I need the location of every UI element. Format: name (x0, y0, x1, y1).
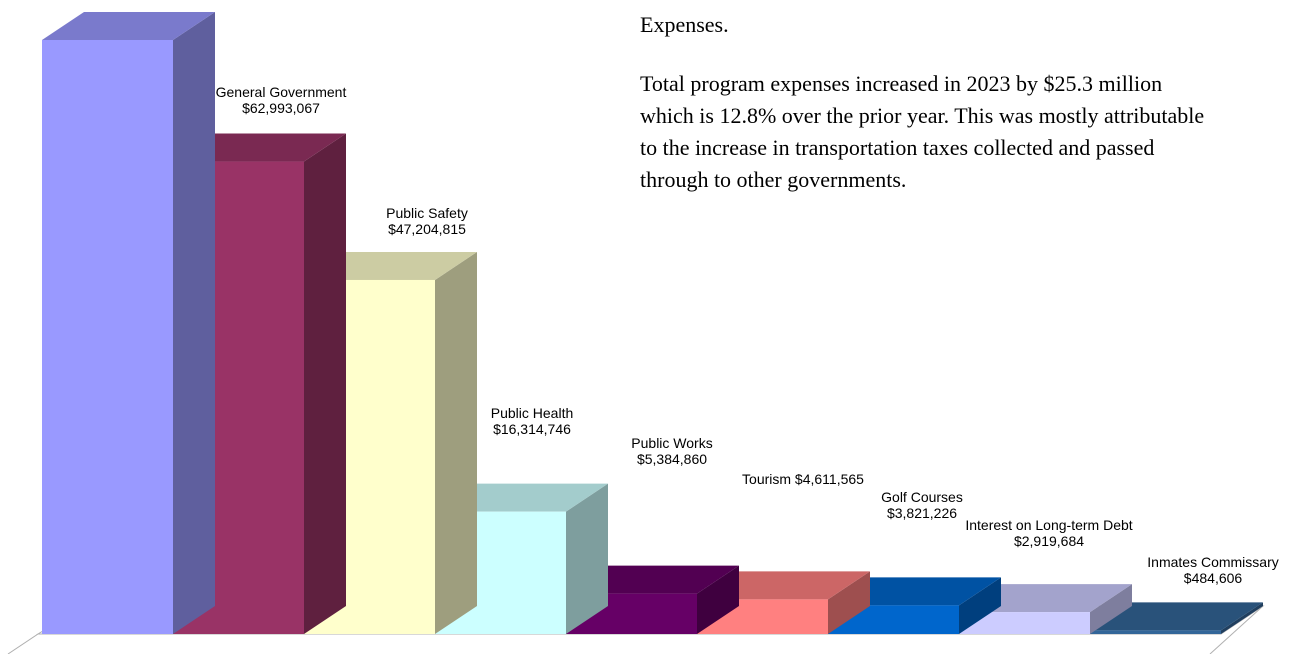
label-category: Public Works (631, 435, 712, 451)
floor-edge-right (1209, 605, 1264, 654)
bar-top (435, 483, 608, 512)
label-value: $62,993,067 (242, 100, 320, 116)
bar-top (42, 12, 215, 40)
bar-side (435, 251, 477, 635)
bar-front (42, 40, 173, 634)
bar-side (173, 12, 215, 634)
label-category: Public Health (491, 405, 574, 421)
bar-first (42, 12, 215, 634)
section-paragraph: Total program expenses increased in 2023… (640, 71, 1205, 192)
label-value: $3,821,226 (887, 505, 957, 521)
bar-side (304, 133, 346, 634)
bar-top (173, 133, 346, 162)
label-category: General Government (216, 84, 347, 100)
label-value: $16,314,746 (493, 421, 571, 437)
label-value: $484,606 (1184, 570, 1243, 586)
label-category: Interest on Long-term Debt (965, 517, 1132, 533)
bar-side (1221, 602, 1263, 634)
label-value: $47,204,815 (388, 221, 466, 237)
bar-side (828, 571, 870, 634)
label-value: $2,919,684 (1014, 533, 1084, 549)
section-heading: Expenses. (640, 12, 729, 37)
bar-top (1090, 602, 1263, 631)
bar-interest-on-long-term-debt (959, 584, 1132, 634)
floor-edge-left (7, 633, 39, 654)
bar-top (697, 571, 870, 600)
label-category: Public Safety (386, 205, 468, 221)
chart-labels: General Government$62,993,067 Public Safe… (216, 84, 1279, 586)
bar-side (566, 483, 608, 634)
bar-top (566, 565, 739, 594)
label-value: $5,384,860 (637, 451, 707, 467)
bar-side (1090, 584, 1132, 634)
bar-tourism (697, 571, 870, 634)
bar-front (959, 612, 1090, 634)
label-tourism: Tourism $4,611,565 (742, 471, 864, 487)
chart-bars (42, 12, 1263, 635)
bar-top (828, 577, 1001, 606)
bar-side (959, 577, 1001, 634)
bar-inmates-commissary (1090, 602, 1263, 634)
bar-front (1090, 630, 1221, 634)
label-category: Inmates Commissary (1147, 554, 1278, 570)
bar-top (304, 251, 477, 280)
bar-top (959, 584, 1132, 613)
label-category: Golf Courses (881, 489, 963, 505)
bar-side (697, 565, 739, 634)
